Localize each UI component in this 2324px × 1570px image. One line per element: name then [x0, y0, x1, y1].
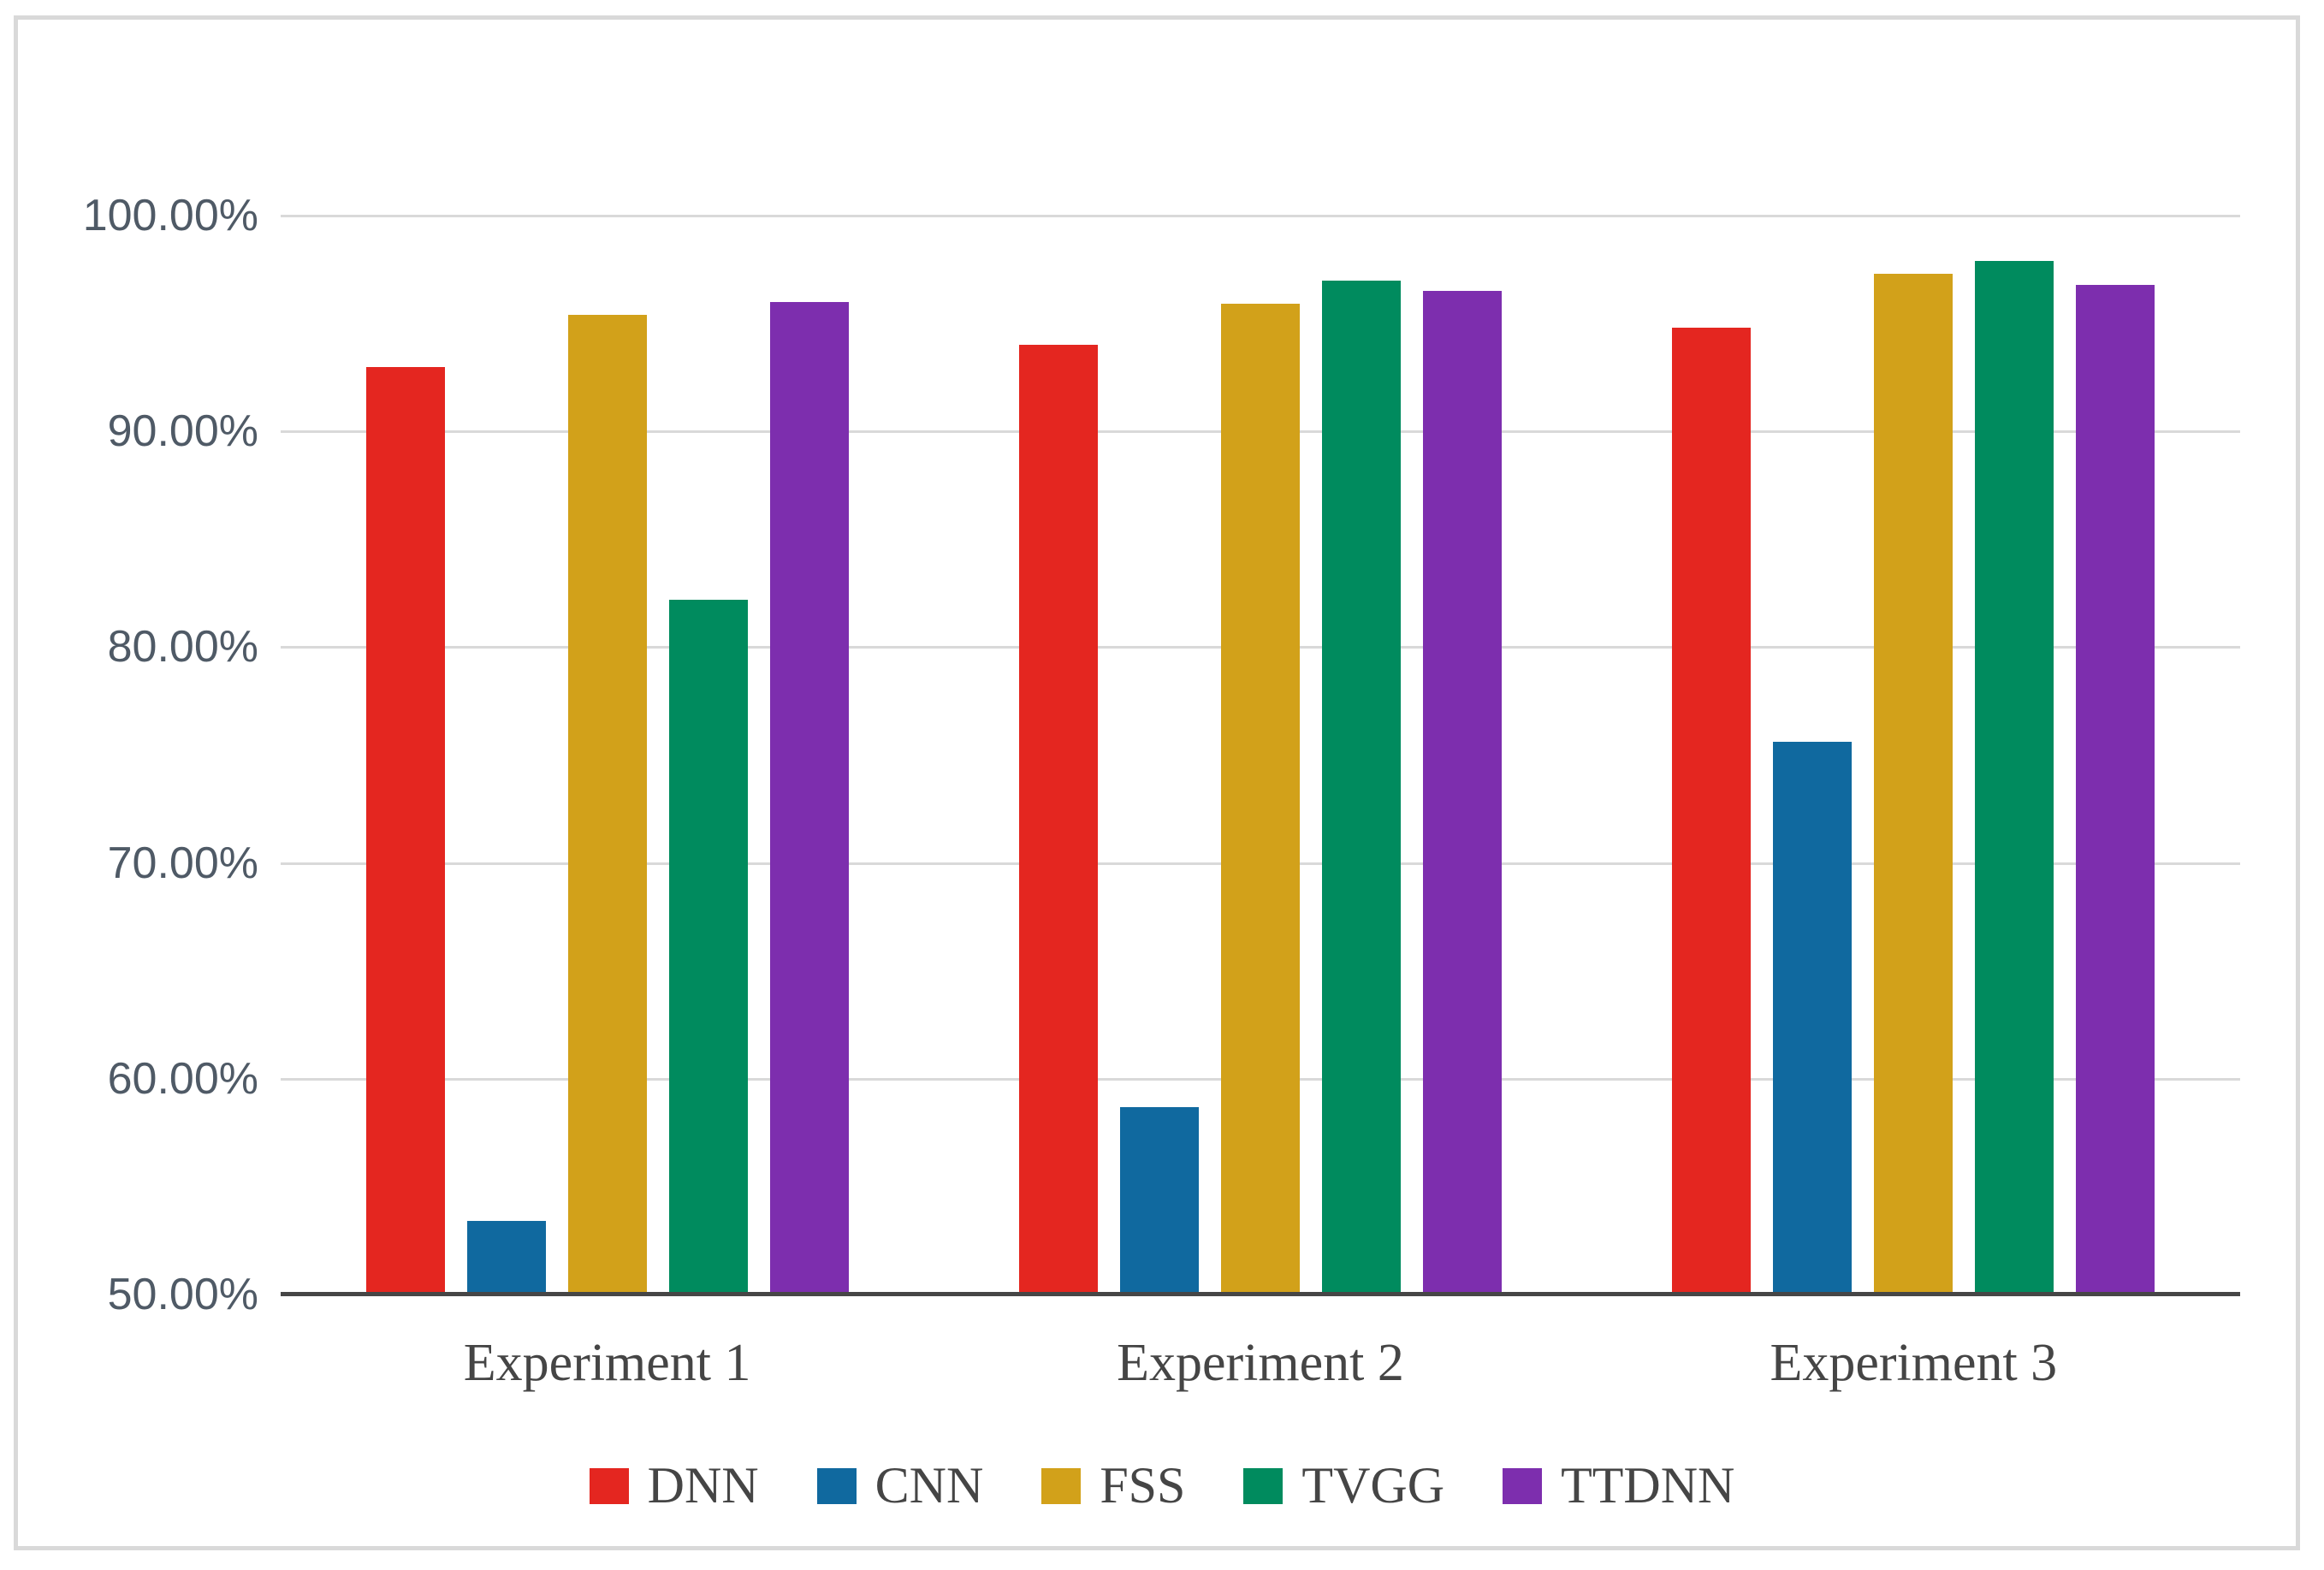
x-category-label-1: Experiment 1 — [463, 1334, 751, 1392]
y-tick-label-90: 90.00% — [107, 406, 258, 457]
legend-label-fss: FSS — [1100, 1457, 1186, 1514]
legend-label-cnn: CNN — [874, 1457, 984, 1514]
legend-item-cnn: CNN — [816, 1456, 984, 1515]
gridline-100 — [281, 215, 2240, 217]
bar-experiment-1-cnn — [466, 1221, 546, 1295]
x-axis-category-labels: Experiment 1 Experiment 2 Experiment 3 — [281, 1333, 2240, 1394]
bar-experiment-2-ttdnn — [1423, 291, 1502, 1295]
bar-experiment-2-dnn — [1019, 345, 1098, 1295]
bar-experiment-1-ttdnn — [769, 301, 849, 1295]
bar-experiment-3-dnn — [1672, 328, 1752, 1295]
legend-swatch-tvgg — [1243, 1467, 1284, 1504]
y-tick-label-70: 70.00% — [107, 838, 258, 888]
bar-experiment-3-tvgg — [1975, 260, 2054, 1295]
x-axis-line — [281, 1292, 2240, 1296]
legend-label-ttdnn: TTDNN — [1561, 1457, 1735, 1514]
bar-experiment-3-fss — [1874, 274, 1953, 1295]
y-tick-label-50: 50.00% — [107, 1270, 258, 1319]
chart-legend: DNN CNN FSS TVGG TTDNN — [0, 1456, 2324, 1515]
legend-item-tvgg: TVGG — [1243, 1456, 1444, 1515]
bar-experiment-2-tvgg — [1322, 280, 1401, 1295]
bar-experiment-3-cnn — [1773, 742, 1853, 1295]
legend-item-fss: FSS — [1041, 1456, 1185, 1515]
y-tick-label-60: 60.00% — [107, 1053, 258, 1104]
legend-swatch-cnn — [816, 1467, 857, 1504]
legend-item-ttdnn: TTDNN — [1503, 1456, 1734, 1515]
bar-experiment-1-tvgg — [668, 599, 748, 1295]
legend-swatch-ttdnn — [1503, 1467, 1543, 1504]
x-category-label-2: Experiment 2 — [1117, 1334, 1404, 1392]
legend-label-tvgg: TVGG — [1301, 1457, 1445, 1514]
bar-experiment-3-ttdnn — [2076, 284, 2155, 1295]
chart-border-frame — [14, 15, 2300, 1550]
legend-item-dnn: DNN — [589, 1456, 759, 1515]
legend-swatch-dnn — [589, 1467, 629, 1504]
x-category-label-3: Experiment 3 — [1770, 1334, 2058, 1392]
bar-experiment-1-fss — [567, 315, 647, 1295]
plot-area — [281, 215, 2240, 1296]
legend-label-dnn: DNN — [647, 1457, 759, 1514]
bar-experiment-1-dnn — [365, 366, 445, 1295]
legend-swatch-fss — [1041, 1467, 1082, 1504]
bar-experiment-2-fss — [1221, 304, 1300, 1295]
y-tick-label-100: 100.00% — [82, 191, 258, 240]
y-tick-label-80: 80.00% — [107, 622, 258, 672]
bar-experiment-2-cnn — [1120, 1106, 1199, 1295]
